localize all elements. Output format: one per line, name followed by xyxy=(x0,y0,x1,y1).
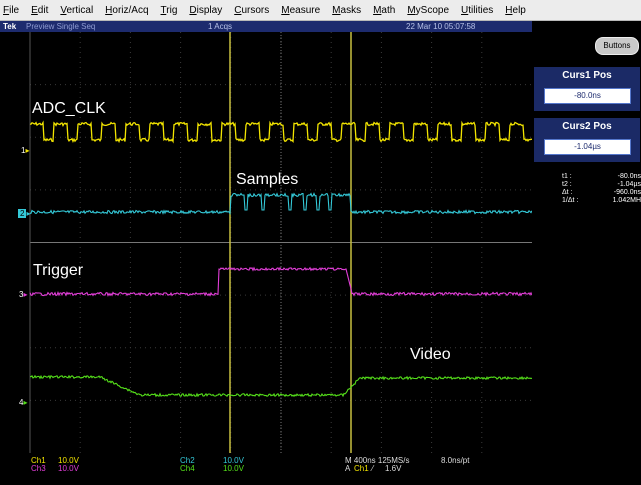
curs2-pos-control[interactable]: Curs2 Pos -1.04µs xyxy=(534,118,640,162)
date-time: 22 Mar 10 05:07:58 xyxy=(406,22,476,31)
record-resolution: 8.0ns/pt xyxy=(441,456,470,465)
acquisition-mode: Preview Single Seq xyxy=(26,22,96,31)
label-adc-clk: ADC_CLK xyxy=(32,100,106,117)
menu-edit[interactable]: Edit xyxy=(31,4,49,16)
status-bar: Tek Preview Single Seq 1 Acqs 22 Mar 10 … xyxy=(0,21,532,32)
ch1-name[interactable]: Ch1 xyxy=(31,456,46,465)
right-panel: Buttons Curs1 Pos -80.0ns Curs2 Pos -1.0… xyxy=(532,21,641,485)
readout-delta-t: Δt : -960.0ns xyxy=(562,189,641,196)
label-samples: Samples xyxy=(236,171,299,188)
ch1-scale[interactable]: 10.0V xyxy=(58,456,79,465)
trigger-slope-icon[interactable]: ⁄ xyxy=(372,464,374,473)
menu-vertical[interactable]: Vertical xyxy=(60,4,94,16)
graticule-grid xyxy=(29,32,532,453)
curs2-value-field[interactable]: -1.04µs xyxy=(544,139,631,155)
menu-bar: File Edit Vertical Horiz/Acq Trig Display Curs… xyxy=(0,0,641,21)
curs2-title: Curs2 Pos xyxy=(562,121,612,132)
menu-help[interactable]: Help xyxy=(505,4,526,16)
ch4-waveform xyxy=(29,374,532,398)
tek-logo: Tek xyxy=(3,22,17,31)
ch3-name[interactable]: Ch3 xyxy=(31,464,46,473)
ch4-marker[interactable]: 4▸ xyxy=(19,398,28,407)
ch2-scale[interactable]: 10.0V xyxy=(223,456,244,465)
ch3-scale[interactable]: 10.0V xyxy=(58,464,79,473)
ch2-waveform xyxy=(30,192,532,215)
trigger-prefix: A xyxy=(345,464,351,473)
curs1-title: Curs1 Pos xyxy=(562,70,612,81)
buttons-button[interactable]: Buttons xyxy=(595,37,639,55)
readout-t1: t1 : -80.0ns xyxy=(562,173,641,180)
ch1-waveform xyxy=(29,120,532,144)
waveform-display[interactable] xyxy=(0,32,532,453)
label-trigger: Trigger xyxy=(33,262,84,279)
ch1-marker[interactable]: 1▸ xyxy=(21,146,30,155)
curs1-value-field[interactable]: -80.0ns xyxy=(544,88,631,104)
menu-measure[interactable]: Measure xyxy=(281,4,321,16)
timebase[interactable]: M 400ns 125MS/s xyxy=(345,456,410,465)
ch2-marker[interactable]: 2 ▸ xyxy=(18,209,31,218)
trigger-level[interactable]: 1.6V xyxy=(385,464,402,473)
ch2-name[interactable]: Ch2 xyxy=(180,456,195,465)
menu-myscope[interactable]: MyScope xyxy=(407,4,450,16)
menu-masks[interactable]: Masks xyxy=(332,4,362,16)
channel-info-bar: Ch1 10.0V Ch2 10.0V Ch3 10.0V Ch4 10.0V … xyxy=(0,453,532,485)
trigger-source[interactable]: Ch1 xyxy=(354,464,369,473)
menu-display[interactable]: Display xyxy=(189,4,223,16)
ch4-name[interactable]: Ch4 xyxy=(180,464,195,473)
menu-trig[interactable]: Trig xyxy=(160,4,178,16)
readout-frequency: 1/Δt :1.042MH xyxy=(562,197,641,204)
menu-cursors[interactable]: Cursors xyxy=(234,4,270,16)
ch3-waveform xyxy=(29,266,532,297)
acquisition-count: 1 Acqs xyxy=(208,22,233,31)
label-video: Video xyxy=(410,346,451,363)
menu-math[interactable]: Math xyxy=(373,4,396,16)
readout-t2: t2 : -1.04µs xyxy=(562,181,641,188)
curs1-pos-control[interactable]: Curs1 Pos -80.0ns xyxy=(534,67,640,111)
menu-horiz-acq[interactable]: Horiz/Acq xyxy=(105,4,149,16)
menu-utilities[interactable]: Utilities xyxy=(461,4,494,16)
ch4-scale[interactable]: 10.0V xyxy=(223,464,244,473)
menu-file[interactable]: File xyxy=(3,4,20,16)
ch3-marker[interactable]: 3▸ xyxy=(19,290,28,299)
